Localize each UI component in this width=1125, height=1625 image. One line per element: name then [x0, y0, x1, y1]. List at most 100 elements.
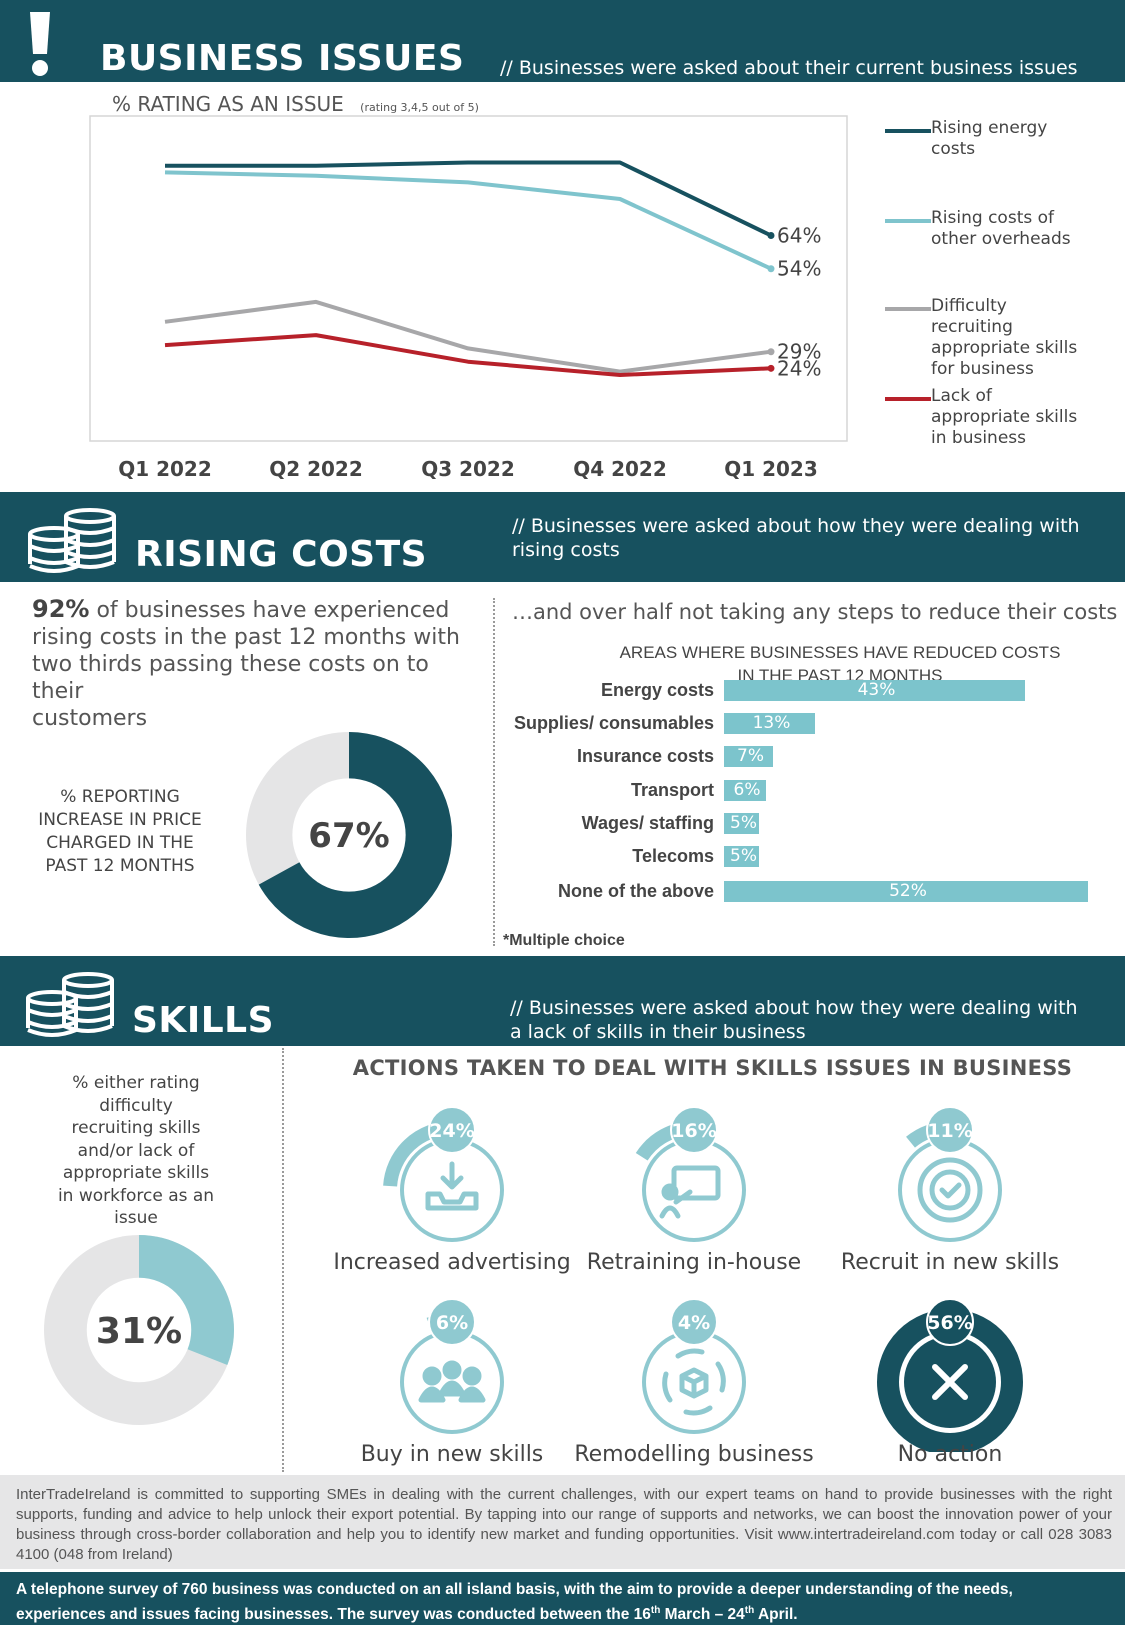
coin-stack-icon	[26, 972, 114, 1037]
series-line-2	[164, 299, 772, 374]
action-gauge: 11%	[898, 1106, 1002, 1242]
series-end-point	[767, 364, 775, 372]
value-label: 11%	[927, 1120, 972, 1142]
bar-value-label: 7%	[737, 746, 764, 766]
legend-swatch	[885, 129, 931, 133]
data-label: 64%	[777, 224, 821, 248]
legend-swatch	[885, 397, 931, 401]
value-label: 24%	[429, 1120, 474, 1142]
coin-stack-icon	[28, 508, 116, 573]
bar-category-label: Wages/ staffing	[581, 813, 714, 833]
legend-swatch	[885, 219, 931, 223]
bar-category-label: Telecoms	[632, 846, 714, 866]
footer-panel: InterTradeIreland is committed to suppor…	[0, 1475, 1125, 1569]
skills-donut-caption: % either rating difficulty recruiting sk…	[57, 1073, 215, 1228]
series-end-point	[767, 265, 775, 273]
presentation-icon	[659, 1165, 721, 1219]
donut-center-label: 31%	[96, 1311, 182, 1352]
donut-hole	[292, 778, 406, 892]
bar-value-label: 43%	[857, 680, 896, 700]
action-gauge: 4%	[642, 1298, 746, 1434]
action-label: No action	[897, 1442, 1003, 1467]
chart-heading-note: (rating 3,4,5 out of 5)	[360, 101, 479, 114]
value-label: 6%	[436, 1312, 468, 1334]
stat-highlight: 92%	[32, 595, 90, 623]
actions-title: ACTIONS TAKEN TO DEAL WITH SKILLS ISSUES…	[352, 1056, 1073, 1080]
section-title: RISING COSTS	[135, 534, 428, 575]
section-subtitle: // Businesses were asked about how they …	[512, 515, 1080, 561]
action-label: Buy in new skills	[360, 1442, 544, 1467]
bar	[724, 713, 815, 734]
plot-frame	[89, 115, 848, 442]
bar-category-label: Energy costs	[600, 680, 714, 700]
bar-value-label: 52%	[889, 881, 927, 901]
bar	[724, 813, 759, 834]
footer-paragraph: InterTradeIreland is committed to suppor…	[16, 1486, 1112, 1563]
action-gauge: 16%	[635, 1106, 746, 1242]
rising-costs-header: RISING COSTS // Businesses were asked ab…	[0, 492, 1125, 582]
x-tick-label: Q1 2023	[724, 457, 818, 481]
value-bubble	[428, 1298, 476, 1346]
skills-issue-donut: 31%	[44, 1235, 234, 1425]
team-icon	[418, 1360, 486, 1403]
bar-value-label: 13%	[752, 713, 791, 733]
value-label: 4%	[678, 1312, 710, 1334]
chart-heading-text: % RATING AS AN ISSUE	[112, 92, 344, 116]
bar-value-label: 6%	[733, 780, 761, 800]
action-label: Increased advertising	[333, 1250, 571, 1275]
icon-ring	[400, 1138, 504, 1242]
donut-hole	[86, 1277, 192, 1383]
bar-category-label: None of the above	[557, 881, 714, 901]
bar-category-label: Transport	[630, 780, 714, 800]
series-end-point	[767, 348, 775, 356]
section-title: BUSINESS ISSUES	[100, 38, 465, 79]
x-icon	[932, 1364, 968, 1400]
action-gauge: 6%	[400, 1298, 504, 1434]
bar	[724, 881, 1088, 902]
value-bubble	[670, 1298, 718, 1346]
inbox-download-icon	[425, 1161, 479, 1211]
action-label: Recruit in new skills	[840, 1250, 1060, 1275]
box-cycle-icon	[662, 1348, 726, 1416]
x-tick-label: Q2 2022	[269, 457, 363, 481]
badge-check-icon	[917, 1157, 983, 1223]
action-label: Retraining in-house	[586, 1250, 802, 1275]
bar	[724, 746, 773, 767]
skills-header: SKILLS // Businesses were asked about ho…	[0, 956, 1125, 1046]
data-label: 54%	[777, 257, 821, 281]
data-label: 24%	[777, 356, 821, 380]
multiple-choice-note: *Multiple choice	[503, 932, 625, 949]
series-end-point	[767, 232, 775, 240]
x-tick-label: Q1 2022	[118, 457, 212, 481]
bar	[724, 846, 759, 867]
survey-text: A telephone survey of 760 business was c…	[16, 1581, 1013, 1624]
value-bubble	[428, 1106, 476, 1154]
donut-center-label: 67%	[308, 816, 389, 856]
business-issues-header: BUSINESS ISSUES // Businesses were asked…	[0, 0, 1125, 82]
series-line-1	[164, 170, 772, 271]
issues-line-chart: Q1 2022 Q2 2022 Q3 2022 Q4 2022 Q1 2023 64% 54…	[89, 115, 848, 481]
series-line-3	[164, 333, 772, 377]
data-label: 29%	[777, 340, 821, 364]
value-bubble	[926, 1298, 974, 1346]
action-gauge: 24%	[383, 1106, 504, 1242]
value-bubble	[926, 1106, 974, 1154]
section-divider	[282, 1048, 284, 1472]
x-tick-label: Q4 2022	[573, 457, 667, 481]
x-tick-label: Q3 2022	[421, 457, 515, 481]
reduce-costs-headline: …and over half not taking any steps to r…	[512, 600, 1118, 624]
exclamation-icon	[30, 12, 50, 76]
section-subtitle: // Businesses were asked about how they …	[510, 997, 1078, 1043]
bar-value-label: 5%	[730, 846, 757, 866]
bar-category-label: Insurance costs	[576, 746, 714, 766]
value-bubble	[670, 1106, 718, 1154]
legend-swatch	[885, 307, 931, 311]
bar	[724, 680, 1025, 701]
reduced-costs-bar-chart: Energy costs 43% Supplies/ consumables 13% I…	[490, 680, 1110, 920]
icon-ring	[898, 1138, 1002, 1242]
action-gauge: 56%	[877, 1298, 1023, 1452]
chart-heading: % RATING AS AN ISSUE (rating 3,4,5 out o…	[112, 92, 479, 116]
bar	[724, 780, 766, 801]
bar-value-label: 5%	[730, 813, 757, 833]
section-divider	[493, 598, 495, 946]
